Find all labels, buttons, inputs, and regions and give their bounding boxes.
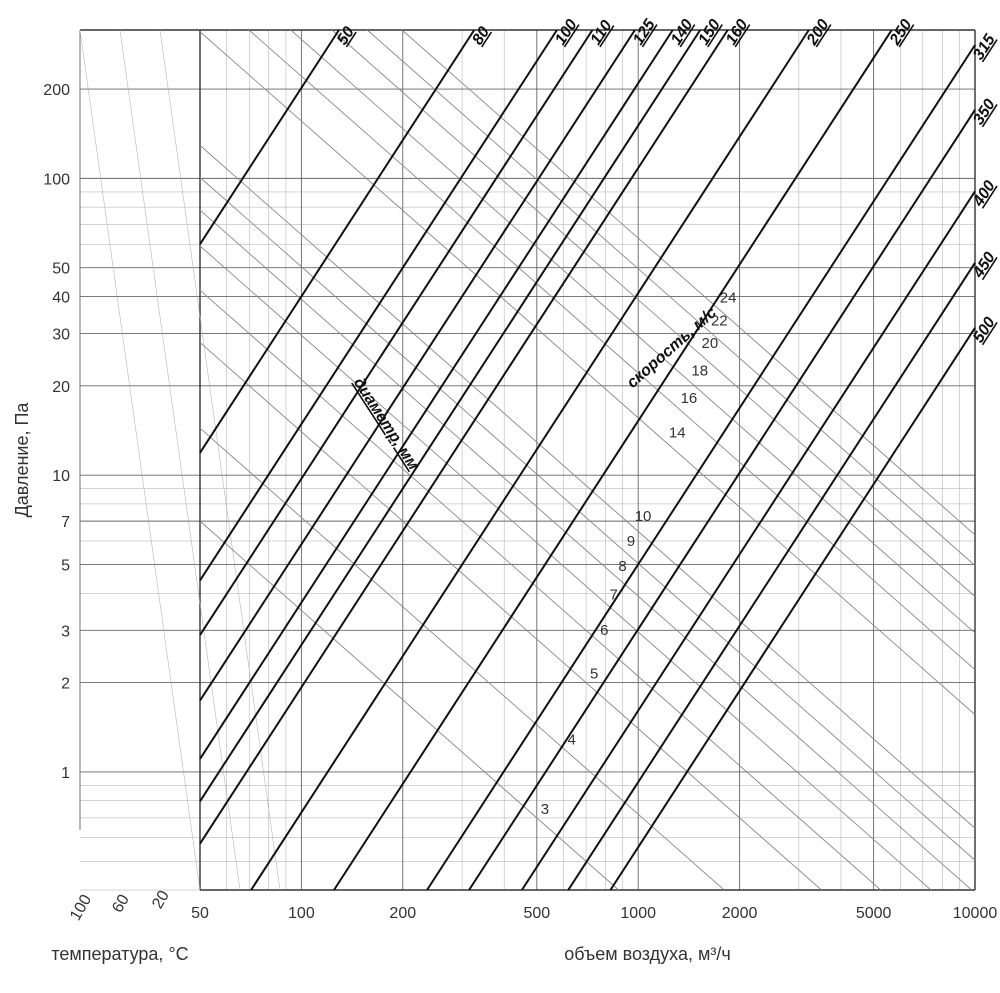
svg-text:2000: 2000 [722,905,758,922]
svg-text:9: 9 [627,533,635,550]
svg-text:100: 100 [43,171,70,188]
svg-text:160: 160 [723,16,752,48]
svg-text:1000: 1000 [620,905,656,922]
svg-text:5: 5 [61,557,70,574]
svg-text:60: 60 [109,892,133,916]
svg-text:10: 10 [52,468,70,485]
svg-text:7: 7 [61,514,70,531]
svg-text:200: 200 [389,905,416,922]
svg-text:температура, °C: температура, °C [51,944,188,964]
svg-text:5: 5 [590,666,598,683]
svg-text:100: 100 [552,16,581,48]
svg-text:3: 3 [61,623,70,640]
svg-text:40: 40 [52,289,70,306]
svg-text:4: 4 [567,731,575,748]
svg-text:6: 6 [600,622,608,639]
chart-svg: 20 60 100 50 100 200 500 1000 2000 5000 10000 1 2 3 5 7… [0,0,1000,993]
svg-text:500: 500 [523,905,550,922]
svg-text:400: 400 [970,178,999,211]
nomograph-chart: 20 60 100 50 100 200 500 1000 2000 5000 10000 1 2 3 5 7… [0,0,1000,993]
svg-text:125: 125 [630,16,659,49]
svg-text:16: 16 [681,390,698,407]
svg-text:20: 20 [52,379,70,396]
svg-text:110: 110 [588,17,616,48]
svg-text:450: 450 [970,249,999,282]
svg-text:диаметр, мм: диаметр, мм [350,375,422,473]
svg-text:8: 8 [618,558,626,575]
svg-text:100: 100 [67,892,95,924]
svg-text:10000: 10000 [953,905,998,922]
svg-text:10: 10 [635,508,652,525]
svg-text:50: 50 [334,24,358,48]
svg-text:30: 30 [52,327,70,344]
svg-text:14: 14 [669,424,686,441]
svg-text:200: 200 [803,16,832,49]
svg-text:100: 100 [288,905,315,922]
svg-text:объем воздуха, м³/ч: объем воздуха, м³/ч [564,944,730,964]
svg-text:80: 80 [469,24,493,48]
svg-text:2: 2 [61,676,70,693]
svg-text:Давление, Па: Давление, Па [12,402,32,518]
svg-text:18: 18 [691,363,708,380]
svg-text:250: 250 [886,16,915,49]
svg-text:50: 50 [191,905,209,922]
svg-text:200: 200 [43,82,70,99]
svg-text:1: 1 [61,765,70,782]
svg-text:3: 3 [541,801,549,818]
svg-text:50: 50 [52,261,70,278]
svg-text:5000: 5000 [856,905,892,922]
svg-text:20: 20 [149,888,173,912]
